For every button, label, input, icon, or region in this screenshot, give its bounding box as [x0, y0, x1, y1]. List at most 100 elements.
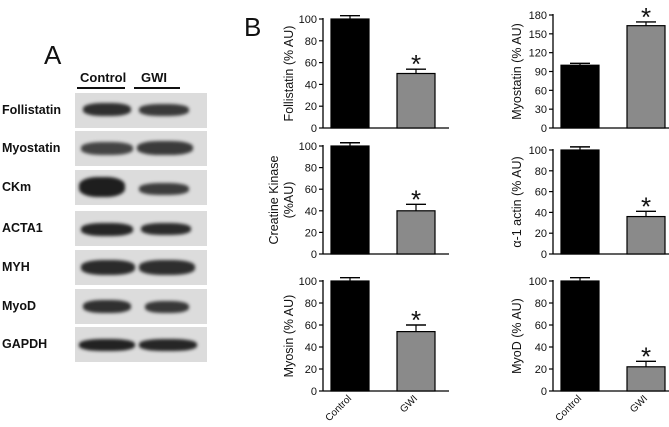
- y-tick-label: 0: [541, 386, 547, 398]
- y-tick-label: 100: [299, 141, 317, 153]
- blot-band-gwi: [139, 260, 195, 275]
- blot-band-gwi: [137, 141, 193, 155]
- blot-image-ckm: [75, 170, 207, 205]
- significance-star: *: [411, 305, 421, 335]
- y-tick-label: 20: [305, 364, 317, 376]
- y-tick-label: 80: [535, 166, 547, 178]
- blot-image-myod: [75, 289, 207, 324]
- y-tick-label: 40: [305, 206, 317, 218]
- y-tick-label: 30: [535, 104, 547, 116]
- blot-label-myostatin: Myostatin: [2, 141, 61, 155]
- blot-image-myh: [75, 250, 207, 285]
- blot-band-control: [81, 142, 133, 155]
- y-tick-label: 60: [305, 184, 317, 196]
- y-tick-label: 40: [305, 342, 317, 354]
- y-tick-label: 80: [535, 298, 547, 310]
- lane-label-control: Control: [80, 70, 127, 85]
- y-tick-label: 100: [299, 14, 317, 26]
- bar-gwi: [396, 331, 436, 392]
- y-tick-label: 60: [535, 85, 547, 97]
- y-tick-label: 120: [529, 48, 547, 60]
- y-tick-label: 20: [305, 227, 317, 239]
- blot-label-acta1: ACTA1: [2, 221, 43, 235]
- significance-star: *: [641, 191, 651, 221]
- lane-label-gwi: GWI: [141, 70, 167, 85]
- y-tick-label: 0: [311, 386, 317, 398]
- y-axis-label: MyoD (% AU): [510, 298, 524, 374]
- y-tick-label: 150: [529, 29, 547, 41]
- blot-band-gwi: [139, 104, 189, 116]
- blot-band-gwi: [139, 183, 189, 195]
- panel-a-letter: A: [44, 40, 62, 70]
- y-tick-label: 180: [529, 10, 547, 22]
- bar-control: [560, 149, 600, 255]
- blot-band-control: [81, 223, 133, 236]
- blot-image-gapdh: [75, 327, 207, 362]
- blot-band-control: [81, 260, 135, 275]
- significance-star: *: [411, 49, 421, 79]
- y-tick-label: 0: [541, 249, 547, 261]
- blot-image-follistatin: [75, 93, 207, 128]
- y-tick-label: 60: [535, 187, 547, 199]
- bar-control: [560, 64, 600, 129]
- panel-b-letter: B: [244, 12, 262, 42]
- blot-label-follistatin: Follistatin: [2, 103, 62, 117]
- y-tick-label: 0: [541, 123, 547, 135]
- y-tick-label: 60: [305, 320, 317, 332]
- y-tick-label: 80: [305, 298, 317, 310]
- blot-label-ckm: CKm: [2, 180, 32, 194]
- y-tick-label: 20: [305, 101, 317, 113]
- y-tick-label: 90: [535, 67, 547, 79]
- y-axis-label: Follistatin (% AU): [282, 26, 296, 122]
- bar-control: [330, 145, 370, 255]
- significance-star: *: [411, 184, 421, 214]
- significance-star: *: [641, 2, 651, 32]
- y-tick-label: 20: [535, 364, 547, 376]
- blot-image-acta1: [75, 211, 207, 246]
- y-axis-label: (%AU): [282, 182, 296, 219]
- blot-band-control: [79, 339, 135, 351]
- blot-image-myostatin: [75, 131, 207, 166]
- blot-band-gwi: [141, 223, 191, 235]
- blot-band-control: [83, 300, 131, 313]
- blot-band-gwi: [145, 301, 189, 313]
- bar-gwi: [626, 215, 666, 255]
- y-tick-label: 0: [311, 123, 317, 135]
- lane-underline-control: [77, 87, 125, 89]
- bar-control: [330, 18, 370, 129]
- x-tick-label-control: Control: [554, 393, 585, 424]
- y-tick-label: 80: [305, 36, 317, 48]
- x-tick-label-control: Control: [324, 393, 355, 424]
- lane-underline-gwi: [134, 87, 180, 89]
- bar-gwi: [396, 72, 436, 129]
- blot-label-myh: MYH: [2, 260, 30, 274]
- y-tick-label: 40: [535, 342, 547, 354]
- bar-control: [330, 280, 370, 392]
- y-tick-label: 40: [305, 79, 317, 91]
- bar-gwi: [396, 210, 436, 255]
- blot-label-gapdh: GAPDH: [2, 337, 48, 351]
- y-tick-label: 40: [535, 207, 547, 219]
- y-tick-label: 0: [311, 249, 317, 261]
- y-tick-label: 100: [529, 145, 547, 157]
- y-tick-label: 20: [535, 228, 547, 240]
- significance-star: *: [641, 341, 651, 371]
- y-tick-label: 60: [535, 320, 547, 332]
- y-tick-label: 80: [305, 163, 317, 175]
- y-axis-label: α-1 actin (% AU): [510, 156, 524, 247]
- x-tick-label-gwi: GWI: [398, 393, 420, 415]
- y-axis-label: Myostatin (% AU): [510, 23, 524, 120]
- y-axis-label: Creatine Kinase: [267, 155, 281, 244]
- bar-gwi: [626, 25, 666, 129]
- blot-band-control: [79, 177, 125, 197]
- y-tick-label: 100: [529, 276, 547, 288]
- y-tick-label: 60: [305, 58, 317, 70]
- blot-band-control: [83, 103, 131, 116]
- blot-label-myod: MyoD: [2, 299, 37, 313]
- y-axis-label: Myosin (% AU): [282, 295, 296, 378]
- y-tick-label: 100: [299, 276, 317, 288]
- x-tick-label-gwi: GWI: [628, 393, 650, 415]
- bar-gwi: [626, 366, 666, 392]
- blot-band-gwi: [139, 339, 197, 351]
